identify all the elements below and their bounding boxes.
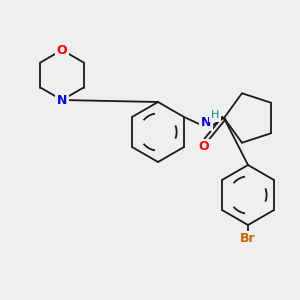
Text: N: N [57,94,67,106]
Text: N: N [201,116,211,130]
Text: O: O [199,140,209,154]
Text: H: H [211,110,219,120]
Text: O: O [57,44,67,56]
Text: Br: Br [240,232,256,245]
